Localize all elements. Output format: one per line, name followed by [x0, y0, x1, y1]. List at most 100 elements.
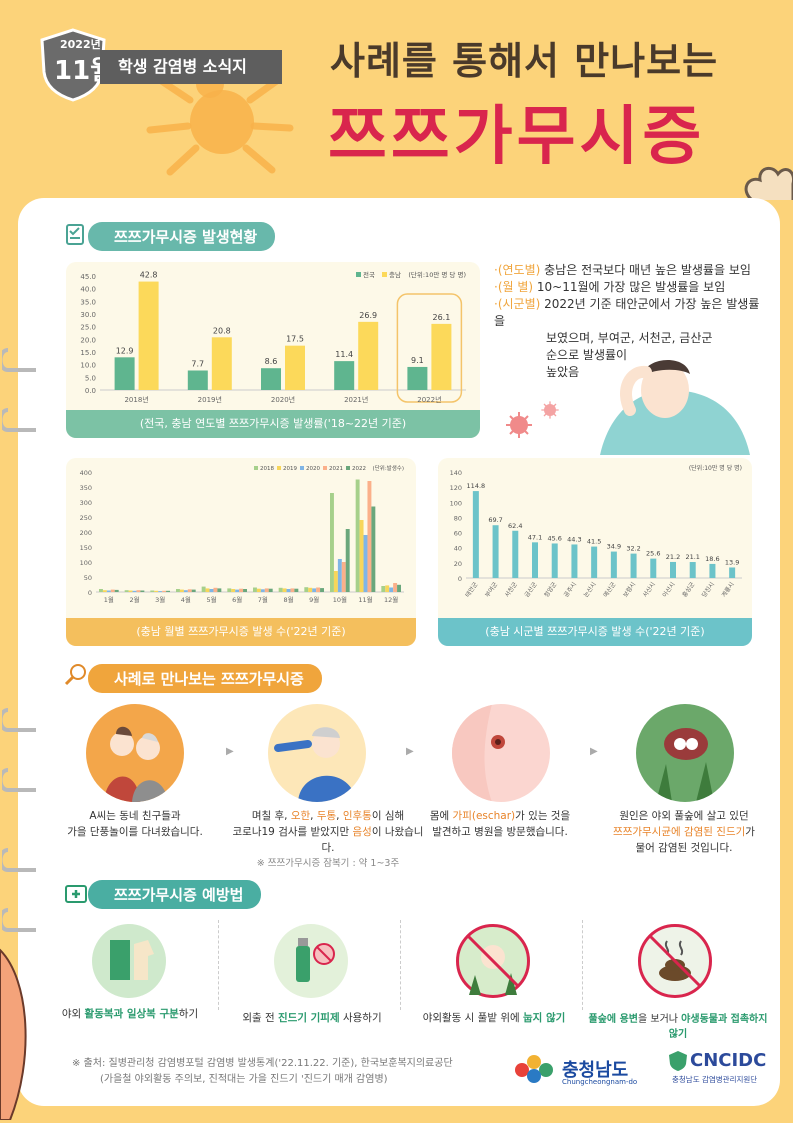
- bar: [239, 588, 244, 592]
- y-tick-label: 350: [80, 484, 92, 492]
- bar: [187, 370, 208, 390]
- headache-person-illustration: [600, 359, 750, 455]
- legend-swatch: [300, 466, 304, 470]
- note-cont-1: 보였으며, 부여군, 서천군, 금산군: [546, 331, 713, 345]
- case-2-illustration: [268, 704, 366, 802]
- y-tick-label: 250: [80, 514, 92, 522]
- y-tick-label: 140: [450, 469, 462, 477]
- newsletter-label: 학생 감염병 소식지: [100, 50, 282, 84]
- bar: [286, 589, 291, 592]
- bar: [268, 588, 273, 592]
- data-label: 62.4: [508, 522, 522, 530]
- bar: [176, 589, 180, 592]
- bug-sun-icon: [146, 70, 294, 176]
- chart-monthly-panel: 0 50 100 150 200 250 300 350 400 1월 2월 3월 4월 5월 6월 7월 8월…: [66, 458, 416, 644]
- bar: [359, 520, 364, 592]
- bar: [256, 588, 261, 592]
- bar: [610, 551, 617, 578]
- bar: [294, 588, 299, 592]
- data-label: 45.6: [547, 534, 561, 542]
- prevention-4-text: 풀숲에 용변을 보거나 야생동물과 접촉하지 않기: [588, 1014, 768, 1040]
- no-lying-on-grass-icon: [465, 933, 521, 995]
- chart-yearly: 0.0 5.0 10.0 15.0 20.0 25.0 30.0 35.0 40.0 45.0 12…: [80, 270, 466, 404]
- page-title: 쯔쯔가무시증: [328, 100, 706, 174]
- bar: [316, 587, 321, 592]
- case-4-text: 원인은 야외 풀숲에 살고 있던 쯔쯔가무시균에 감염된 진드기가 물어 감염된…: [613, 810, 755, 854]
- x-tick-label: 논산시: [582, 581, 598, 599]
- chart-yearly-caption: (전국, 충남 연도별 쯔쯔가무시증 발생률('18~22년 기준): [66, 410, 480, 438]
- prevention-2-illustration: [274, 924, 348, 998]
- data-label: 25.6: [646, 550, 660, 558]
- y-tick-label: 100: [450, 499, 462, 507]
- y-tick-label: 10.0: [80, 362, 96, 370]
- y-tick-label: 0: [88, 589, 92, 597]
- bar: [341, 562, 346, 592]
- prevention-1-text: 야외 활동복과 일상복 구분하기: [61, 1008, 199, 1020]
- arrow-1-icon: ▶: [226, 746, 234, 757]
- bar: [407, 366, 428, 390]
- checklist-icon: [66, 224, 84, 245]
- section-heading-status: 쯔쯔가무시증 발생현황: [88, 222, 276, 251]
- eschar-skin-icon: [452, 704, 505, 802]
- y-tick-label: 100: [80, 559, 92, 567]
- bar: [334, 361, 355, 390]
- legend-label: 2019: [283, 466, 297, 472]
- bar: [183, 590, 188, 592]
- x-tick-label: 9월: [309, 595, 319, 604]
- y-tick-label: 25.0: [80, 324, 96, 332]
- bar: [264, 588, 269, 592]
- maple-leaf-icon: [744, 166, 793, 200]
- y-tick-label: 120: [450, 484, 462, 492]
- bar: [235, 589, 240, 592]
- bar: [492, 525, 499, 578]
- y-tick-label: 35.0: [80, 298, 96, 306]
- bar: [150, 590, 155, 592]
- note-line-2: ·(월 별) 10~11월에 가장 많은 발생률을 보임: [494, 280, 726, 294]
- data-label: 20.8: [213, 326, 231, 335]
- bar: [512, 530, 519, 578]
- bar: [337, 559, 342, 592]
- y-tick-label: 0.0: [85, 387, 96, 395]
- highlight-box: [396, 293, 463, 403]
- x-tick-label: 홍성군: [680, 580, 696, 599]
- bar: [138, 281, 159, 390]
- bottom-leaf-decoration: [0, 948, 27, 1120]
- bar: [689, 562, 696, 578]
- data-label: 8.6: [265, 357, 278, 366]
- bar: [389, 587, 394, 592]
- bar: [162, 590, 167, 592]
- bar: [330, 493, 334, 592]
- covid-test-icon: [274, 727, 356, 802]
- legend-label: 2022: [352, 466, 366, 472]
- bar: [158, 591, 163, 592]
- x-tick-label: 태안군: [463, 580, 479, 599]
- bar: [124, 590, 129, 592]
- chart-county: 0 20 40 60 80 100 120 140 114.8 태안군 69.7 부여군 62.4 서천군…: [450, 464, 742, 599]
- prevention-4-illustration: [638, 924, 712, 998]
- y-tick-label: 200: [80, 529, 92, 537]
- divider: [582, 920, 583, 1010]
- x-tick-label: 서산시: [641, 581, 657, 599]
- bar: [205, 588, 210, 592]
- case-4-illustration: [636, 704, 734, 802]
- y-tick-label: 50: [84, 574, 92, 582]
- x-tick-label: 1월: [104, 595, 114, 604]
- y-tick-label: 20.0: [80, 336, 96, 344]
- data-label: 26.9: [359, 311, 377, 320]
- data-label: 11.4: [335, 350, 353, 359]
- arrow-3-icon: ▶: [590, 746, 598, 757]
- y-tick-label: 80: [454, 514, 462, 522]
- page-subtitle: 사례를 통해서 만나보는: [330, 39, 719, 83]
- divider: [400, 920, 401, 1010]
- prevention-3-illustration: [456, 924, 530, 998]
- case-2-text: 며칠 후, 오한, 두통, 인후통이 심해 코로나19 검사를 받았지만 음성이…: [228, 808, 428, 872]
- x-tick-label: 2020년: [271, 395, 295, 404]
- section-heading-prevention: 쯔쯔가무시증 예방법: [88, 880, 262, 909]
- bar: [320, 588, 324, 592]
- y-tick-label: 400: [80, 469, 92, 477]
- y-tick-label: 30.0: [80, 311, 96, 319]
- x-tick-label: 6월: [232, 595, 242, 604]
- legend-label: 전국: [363, 270, 375, 279]
- data-label: 41.5: [587, 538, 601, 546]
- chart-monthly-caption: (충남 월별 쯔쯔가무시증 발생 수('22년 기준): [66, 618, 416, 646]
